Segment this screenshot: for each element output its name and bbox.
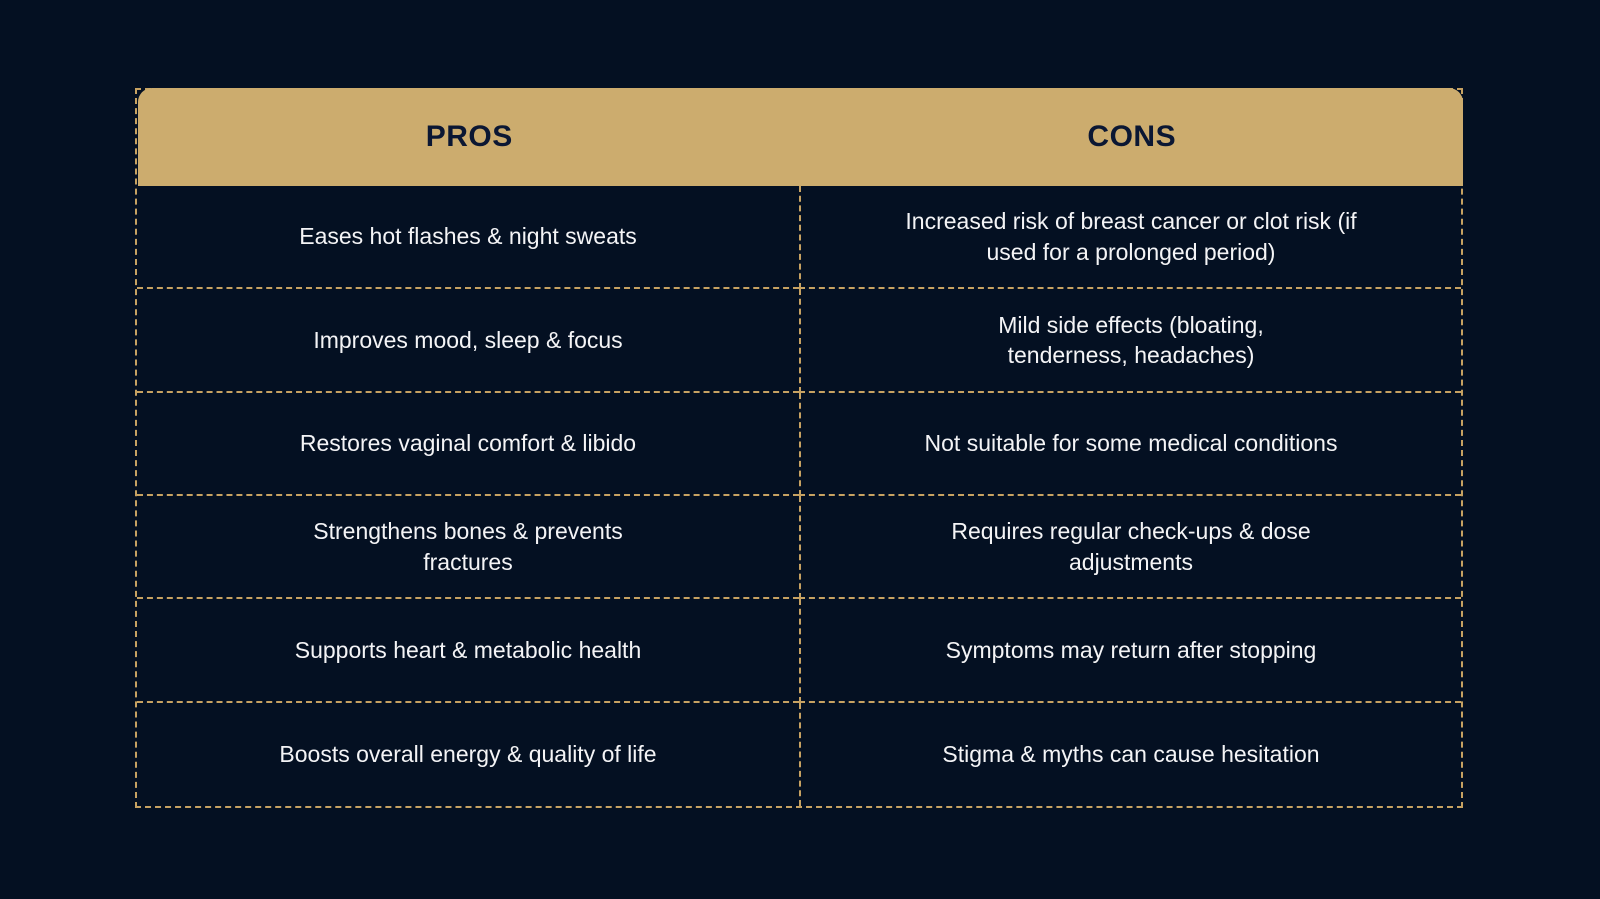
- pros-column-header: PROS: [425, 120, 513, 153]
- cons-cell-row2: Mild side effects (bloating, tenderness,…: [799, 289, 1461, 393]
- cons-cell-row3: Not suitable for some medical conditions: [799, 392, 1461, 496]
- table-header: PROS CONS: [138, 88, 1463, 186]
- pros-cell-row2: Improves mood, sleep & focus: [137, 289, 799, 393]
- pros-cell-row4: Strengthens bones & prevents fractures: [137, 496, 799, 600]
- cons-cell-row6: Stigma & myths can cause hesitation: [799, 702, 1461, 806]
- cons-column-header: CONS: [1087, 120, 1177, 153]
- table-body: Eases hot flashes & night sweats Increas…: [137, 186, 1461, 806]
- pros-cell-row5: Supports heart & metabolic health: [137, 599, 799, 703]
- cons-cell-row1: Increased risk of breast cancer or clot …: [799, 186, 1461, 290]
- pros-cell-row3: Restores vaginal comfort & libido: [137, 393, 799, 496]
- pros-cell-row6: Boosts overall energy & quality of life: [279, 741, 657, 768]
- cons-cell-row4: Requires regular check-ups & dose adjust…: [799, 496, 1461, 600]
- cons-cell-row5: Symptoms may return after stopping: [799, 599, 1461, 703]
- pros-cell-row1: Eases hot flashes & night sweats: [137, 186, 799, 290]
